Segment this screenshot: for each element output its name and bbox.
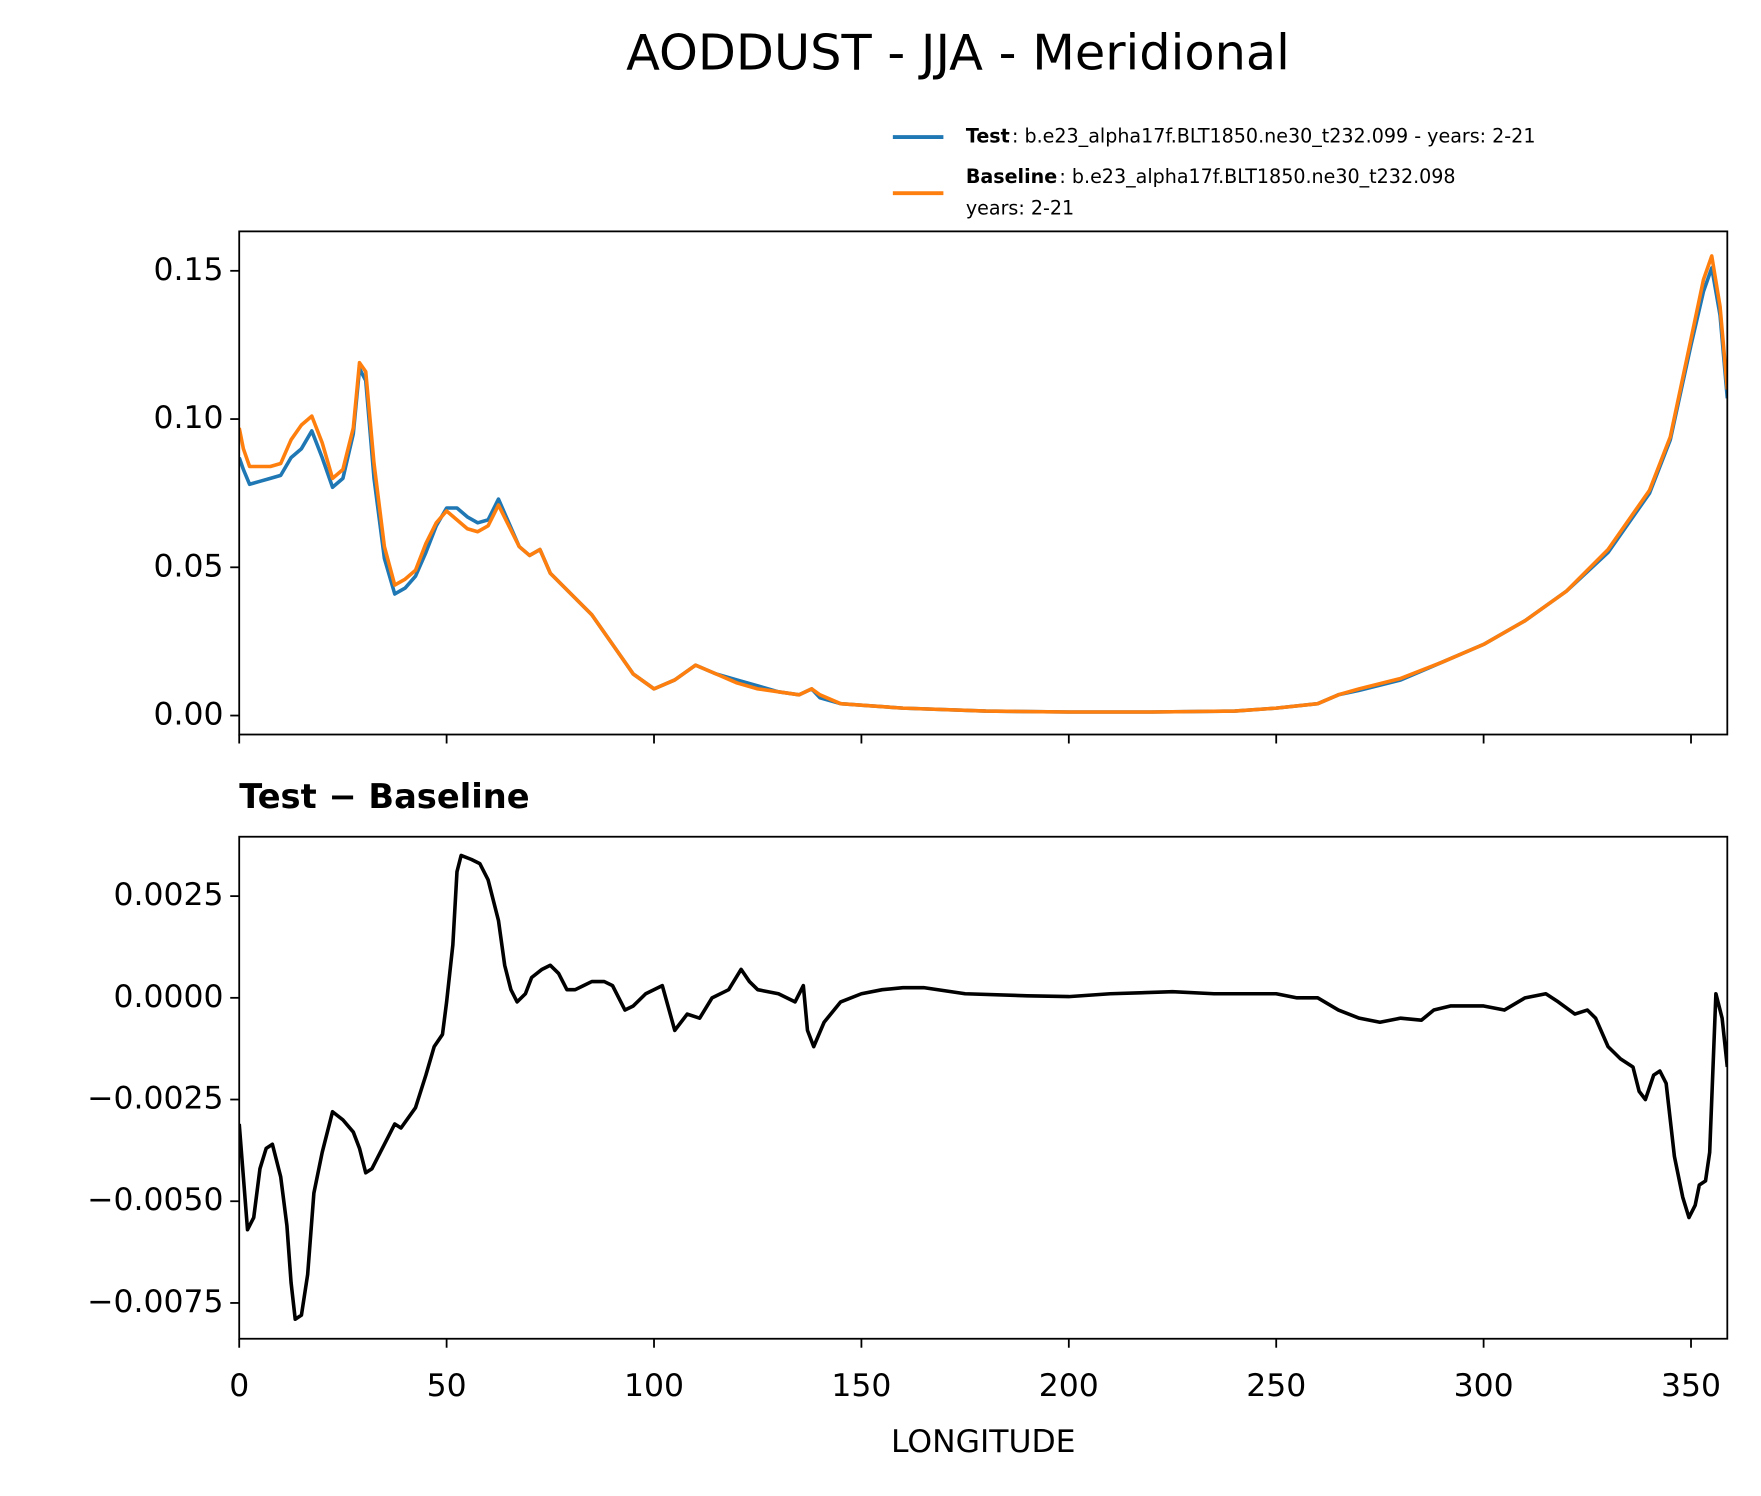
y-tick-label: 0.0025 xyxy=(113,877,223,913)
y-tick-label: −0.0050 xyxy=(87,1182,223,1218)
y-tick-label: −0.0025 xyxy=(87,1081,223,1117)
legend-label: Baseline xyxy=(966,165,1057,188)
legend-description: : b.e23_alpha17f.BLT1850.ne30_t232.098 xyxy=(1059,165,1455,188)
x-axis-label: LONGITUDE xyxy=(891,1424,1076,1460)
legend-description: years: 2-21 xyxy=(966,196,1074,219)
legend-label: Test xyxy=(966,125,1010,148)
x-tick-label: 300 xyxy=(1454,1368,1514,1404)
subplot-title: Test − Baseline xyxy=(239,777,529,816)
y-tick-label: 0.05 xyxy=(153,548,223,584)
y-tick-label: 0.10 xyxy=(153,400,223,436)
x-tick-label: 200 xyxy=(1039,1368,1099,1404)
y-tick-label: 0.00 xyxy=(153,697,223,733)
chart-title: AODDUST - JJA - Meridional xyxy=(626,24,1290,82)
x-tick-label: 350 xyxy=(1661,1368,1721,1404)
x-tick-label: 250 xyxy=(1246,1368,1306,1404)
y-tick-label: 0.0000 xyxy=(113,979,223,1015)
y-tick-label: 0.15 xyxy=(153,252,223,288)
x-tick-label: 0 xyxy=(229,1368,249,1404)
y-tick-label: −0.0075 xyxy=(87,1284,223,1320)
legend-description: : b.e23_alpha17f.BLT1850.ne30_t232.099 -… xyxy=(1012,125,1535,148)
x-tick-label: 150 xyxy=(831,1368,891,1404)
data-line xyxy=(239,853,1728,1322)
axes-frame xyxy=(238,230,1729,736)
x-tick-label: 100 xyxy=(624,1368,684,1404)
data-line xyxy=(239,254,1728,714)
axes-frame xyxy=(238,835,1729,1340)
x-tick-label: 50 xyxy=(427,1368,467,1404)
